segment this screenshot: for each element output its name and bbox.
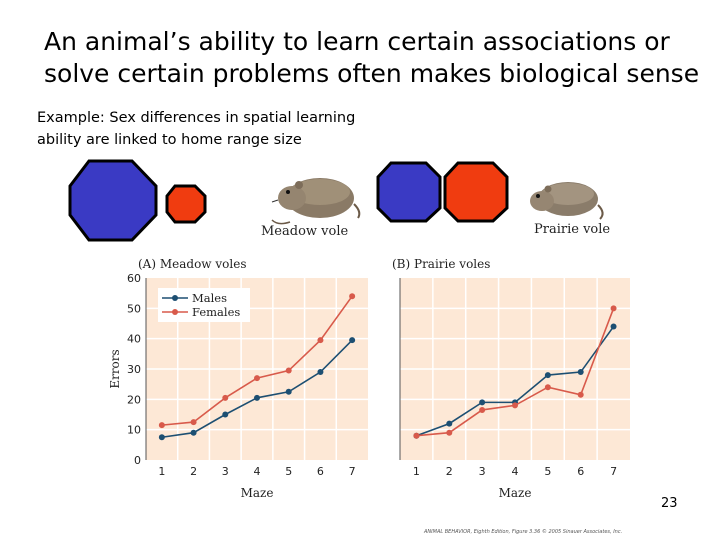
legend-marker [172,309,178,315]
data-point-females [190,419,197,426]
data-point-females [222,394,229,401]
slide-title: An animal’s ability to learn certain ass… [44,27,700,88]
x-tick-label: 5 [285,465,292,478]
legend-box [158,288,250,322]
x-tick-label: 5 [544,465,551,478]
data-point-females [413,432,420,439]
legend-label: Males [192,291,227,305]
data-point-females [349,293,356,300]
y-axis-label: Errors [108,349,122,388]
prairie-vole-image [530,182,604,220]
prairie-female-octagon [443,161,509,223]
data-point-females [158,422,165,429]
data-point-males [190,429,197,436]
data-point-males [254,394,260,401]
y-tick-label: 40 [127,333,141,346]
x-tick-label: 4 [512,465,519,478]
data-point-males [222,411,229,418]
figure-credit: ANIMAL BEHAVIOR, Eighth Edition, Figure … [424,529,623,535]
y-tick-label: 50 [127,302,141,315]
data-point-females [512,402,518,409]
meadow-female-octagon [165,184,207,224]
chart-title: (A) Meadow voles [138,257,246,271]
x-tick-label: 2 [446,465,453,478]
example-text: Example: Sex differences in spatial lear… [37,110,356,148]
prairie-vole-label: Prairie vole [534,222,611,237]
data-point-females [285,367,292,374]
x-tick-label: 1 [158,465,165,478]
chart-title: (B) Prairie voles [392,257,490,271]
data-point-males [544,372,551,379]
data-point-females [544,384,551,391]
y-tick-label: 10 [127,424,141,437]
meadow-male-octagon [68,159,158,242]
x-tick-label: 3 [479,465,486,478]
data-point-females [479,406,486,413]
legend-label: Females [192,305,240,319]
prairie-male-octagon [376,161,442,223]
x-tick-label: 3 [222,465,229,478]
page-number: 23 [661,496,678,511]
y-tick-label: 20 [127,393,141,406]
y-tick-label: 60 [127,272,141,285]
x-tick-label: 4 [254,465,261,478]
chart-meadow-voles: (A) Meadow voles 0 10 20 30 40 50 60 Errors 1 2 3 4 5… [108,257,368,500]
x-tick-label: 7 [349,465,356,478]
data-point-males [479,399,486,406]
data-point-males [610,323,617,330]
data-point-females [610,305,617,312]
data-point-males [317,369,324,376]
x-axis-label: Maze [499,486,532,500]
data-point-males [446,420,453,427]
data-point-females [577,391,584,398]
x-tick-label: 6 [577,465,584,478]
data-point-males [577,369,584,376]
x-axis-label: Maze [241,486,274,500]
data-point-males [349,337,356,344]
x-tick-label: 7 [610,465,617,478]
data-point-females [317,337,324,344]
meadow-vole-label: Meadow vole [261,224,349,239]
x-tick-label: 6 [317,465,324,478]
y-tick-label: 0 [134,454,141,467]
x-tick-label: 1 [413,465,420,478]
data-point-females [446,429,453,436]
x-tick-label: 2 [190,465,197,478]
y-tick-label: 30 [127,363,141,376]
chart-prairie-voles: (B) Prairie voles 1 2 3 4 5 6 7 Maze [392,257,630,500]
meadow-vole-image [271,178,361,225]
data-point-males [158,434,165,441]
data-point-males [285,388,292,395]
data-point-females [254,375,260,382]
legend-marker [172,295,178,301]
